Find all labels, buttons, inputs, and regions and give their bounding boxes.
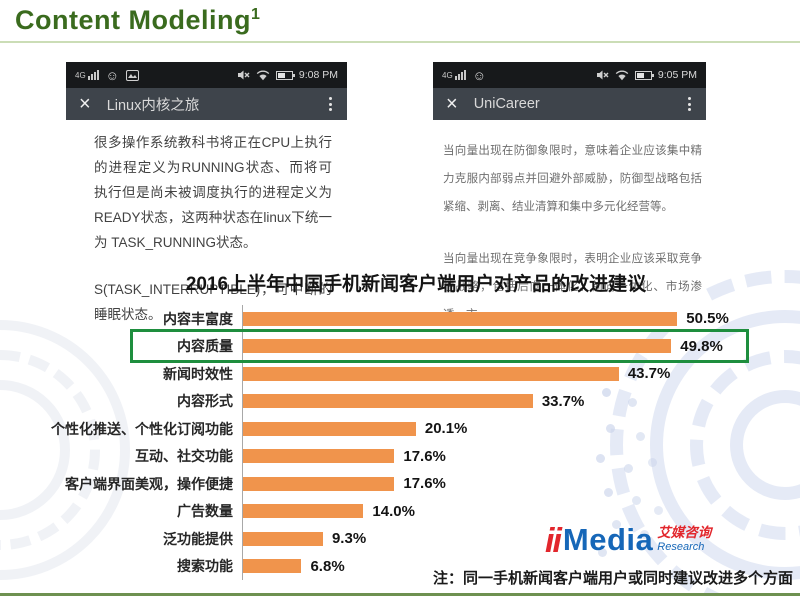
value-label: 33.7% <box>541 392 585 410</box>
category-label: 内容丰富度 <box>163 310 233 327</box>
chart-footnote: 注：同一手机新闻客户端用户或同时建议改进多个方面 <box>432 570 793 587</box>
value-label: 50.5% <box>686 310 729 328</box>
value-label: 17.6% <box>403 447 446 465</box>
logo-ii-mark: ii <box>545 522 562 560</box>
chart-title: 2016上半年中国手机新闻客户端用户对产品的改进建议 <box>185 274 647 295</box>
value-label: 43.7% <box>627 365 671 383</box>
chart-row: 广告数量 14.0% <box>40 497 792 525</box>
value-label: 49.8% <box>680 337 723 355</box>
category-label: 互动、社交功能 <box>135 448 233 465</box>
wifi-icon <box>256 70 270 81</box>
bar <box>243 394 533 409</box>
imedia-logo: ii Media 艾媒咨询 Research <box>545 522 712 560</box>
mute-icon <box>596 69 609 81</box>
phone-screenshot-left: 4G ☺ 9:08 PM × Linux内核之旅 <box>66 62 347 327</box>
bar-track: 33.7% <box>242 387 792 415</box>
value-label: 9.3% <box>331 530 367 548</box>
paragraph: 当向量出现在防御象限时，意味着企业应该集中精力克服内部弱点并回避外部威胁，防御型… <box>443 145 702 213</box>
value-label: 17.6% <box>403 475 446 493</box>
chart-row: 个性化推送、个性化订阅功能 20.1% <box>40 415 792 443</box>
chart-row: 内容丰富度 50.5% <box>40 305 792 333</box>
category-label: 内容质量 <box>177 338 233 355</box>
bar <box>243 559 302 574</box>
bar-track: 43.7% <box>242 360 792 388</box>
battery-icon <box>634 70 654 80</box>
overflow-menu-button[interactable] <box>327 93 334 115</box>
bar-track: 6.8% <box>242 552 792 580</box>
mute-icon <box>237 69 250 81</box>
chart-row: 内容形式 33.7% <box>40 387 792 415</box>
app-navbar: × UniCareer <box>433 88 706 120</box>
status-clock: 9:05 PM <box>657 69 697 81</box>
bar <box>243 421 416 436</box>
close-button[interactable]: × <box>446 93 458 115</box>
chart-row: 泛功能提供 9.3% <box>40 525 792 553</box>
chart-row: 内容质量 49.8% <box>40 332 792 360</box>
chart-row: 客户端界面美观，操作便捷 17.6% <box>40 470 792 498</box>
bar-track: 50.5% <box>242 305 792 333</box>
status-bar: 4G ☺ 9:05 PM <box>433 62 706 88</box>
bar-chart: 2016上半年中国手机新闻客户端用户对产品的改进建议 内容丰富度 50.5% 内容质… <box>40 272 792 580</box>
gallery-notification-icon <box>125 69 139 81</box>
paragraph: 当向量出现在竞争象限时，表明企业应该采取竞争性战略，包括后向一体化、前向一体化、… <box>443 253 702 321</box>
bar <box>243 366 619 381</box>
phone-screenshot-right: 4G ☺ 9:05 PM × UniCareer 当向量出现在防御象限时，意味着… <box>433 62 706 329</box>
watermark-dots <box>602 388 611 397</box>
paragraph: 很多操作系统教科书将正在CPU上执行的进程定义为RUNNING状态、而将可执行但… <box>94 135 332 250</box>
bottom-divider <box>0 593 800 596</box>
logo-research-text: Research <box>657 540 705 553</box>
app-title: Linux内核之旅 <box>106 97 200 114</box>
category-label: 客户端界面美观，操作便捷 <box>65 475 233 492</box>
bar-track: 17.6% <box>242 442 792 470</box>
page-title: Content Modeling1 <box>15 5 261 35</box>
chart-row: 互动、社交功能 17.6% <box>40 442 792 470</box>
bar-track: 20.1% <box>242 415 792 443</box>
category-label: 个性化推送、个性化订阅功能 <box>51 420 233 437</box>
close-button[interactable]: × <box>79 93 91 115</box>
bar <box>243 449 395 464</box>
status-clock: 9:08 PM <box>298 69 338 81</box>
value-label: 20.1% <box>424 420 468 438</box>
paragraph: S(TASK_INTERRUPTIBLE)，可中断的睡眠状态。 <box>94 282 332 322</box>
bar-track: 14.0% <box>242 497 792 525</box>
battery-icon <box>275 70 295 80</box>
article-text: 很多操作系统教科书将正在CPU上执行的进程定义为RUNNING状态、而将可执行但… <box>66 120 347 327</box>
value-label: 6.8% <box>310 557 345 575</box>
bar <box>243 504 364 519</box>
category-label: 泛功能提供 <box>163 530 233 547</box>
bar <box>243 311 678 326</box>
signal-strength-icon: 4G <box>75 70 99 80</box>
title-divider <box>0 41 800 43</box>
status-bar: 4G ☺ 9:08 PM <box>66 62 347 88</box>
title-superscript: 1 <box>250 6 261 23</box>
bar-track: 49.8% <box>242 332 792 360</box>
category-label: 内容形式 <box>177 393 233 410</box>
logo-chinese-text: 艾媒咨询 <box>657 525 712 540</box>
emoji-notification-icon: ☺ <box>105 67 119 83</box>
bar <box>243 476 395 491</box>
signal-strength-icon: 4G <box>442 70 466 80</box>
category-label: 广告数量 <box>177 503 233 520</box>
category-label: 搜索功能 <box>177 558 233 575</box>
chart-row: 搜索功能 6.8% <box>40 552 792 580</box>
value-label: 14.0% <box>372 502 415 520</box>
overflow-menu-button[interactable] <box>686 93 693 115</box>
bar <box>243 339 672 354</box>
emoji-notification-icon: ☺ <box>472 67 486 83</box>
app-title: UniCareer <box>473 96 540 112</box>
category-label: 新闻时效性 <box>163 365 233 382</box>
wifi-icon <box>615 70 629 81</box>
logo-media-text: Media <box>562 522 654 557</box>
bar <box>243 531 323 546</box>
app-navbar: × Linux内核之旅 <box>66 88 347 120</box>
article-text: 当向量出现在防御象限时，意味着企业应该集中精力克服内部弱点并回避外部威胁，防御型… <box>433 120 706 329</box>
chart-row: 新闻时效性 43.7% <box>40 360 792 388</box>
bar-track: 17.6% <box>242 470 792 498</box>
bar-track: 9.3% <box>242 525 792 553</box>
